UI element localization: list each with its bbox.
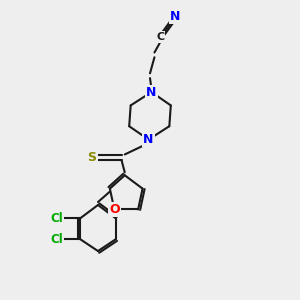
Text: C: C [156,32,164,42]
Text: Cl: Cl [50,233,63,246]
Text: N: N [170,10,181,23]
Text: S: S [88,151,97,164]
Text: Cl: Cl [50,212,63,225]
Text: N: N [143,133,154,146]
Text: O: O [109,203,120,216]
Text: N: N [146,85,157,98]
